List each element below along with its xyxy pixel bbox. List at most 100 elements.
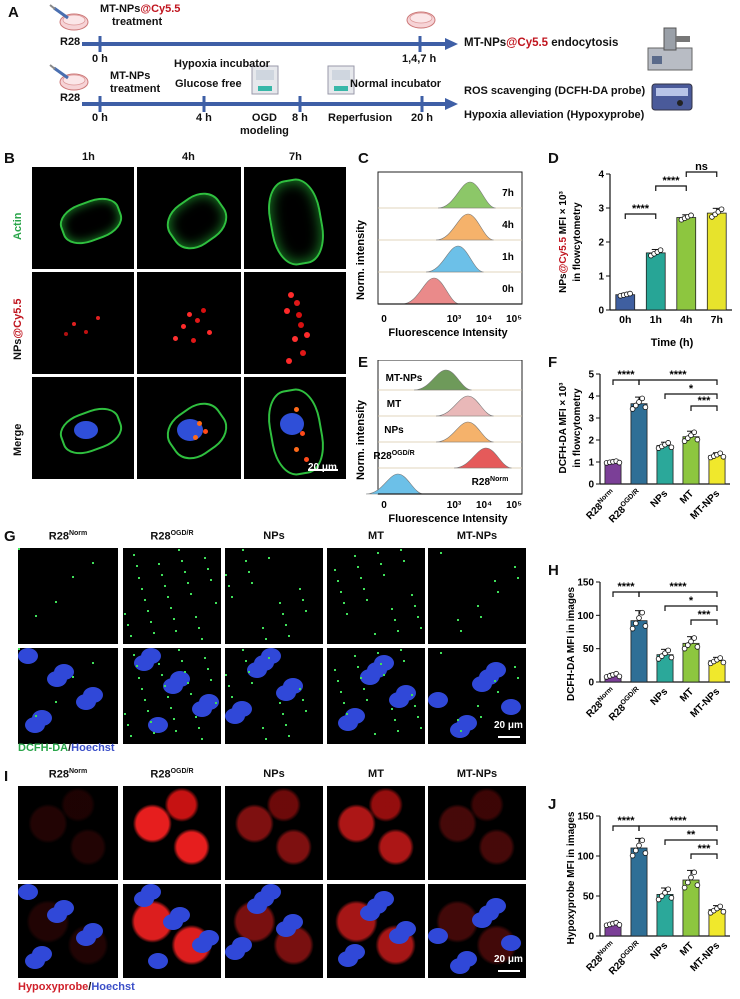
c-tick-1e4: 10⁴ bbox=[476, 314, 492, 325]
data-point bbox=[629, 852, 636, 859]
c-ylabel: Norm. intensity bbox=[355, 219, 367, 300]
f-ylabel2: in flowcytometry bbox=[572, 388, 583, 468]
bar-chart-f: DCFH-DA MFI × 10³ in flowcytometry 0 1 2 3 4… bbox=[558, 369, 730, 525]
dcfh-micrograph bbox=[225, 548, 323, 644]
significance-label: ** bbox=[687, 829, 696, 841]
x-tick-label: 4h bbox=[680, 314, 692, 326]
x-tick-label: NPs bbox=[649, 488, 671, 510]
hypoxy-micrograph bbox=[18, 884, 118, 978]
data-point bbox=[720, 454, 727, 460]
hypoxia-incubator-label: Hypoxia incubator bbox=[174, 58, 270, 70]
data-point bbox=[685, 642, 691, 648]
hypoxia-alleviation-label: Hypoxia alleviation (Hypoxyprobe) bbox=[464, 109, 645, 121]
y-tick-label: 0 bbox=[598, 306, 604, 317]
histogram-peak bbox=[401, 277, 460, 305]
time-147h: 1,4,7 h bbox=[402, 53, 437, 65]
micrograph-merge-1h bbox=[32, 377, 134, 479]
y-tick-label: 100 bbox=[577, 852, 594, 863]
col-label-1h: 1h bbox=[82, 151, 95, 163]
c-tick-1e3: 10³ bbox=[447, 314, 462, 325]
col-label: NPs bbox=[263, 768, 285, 780]
micrograph-nps-1h bbox=[32, 272, 134, 374]
y-tick-label: 150 bbox=[577, 578, 594, 589]
histogram-peak bbox=[437, 181, 496, 209]
micrograph-nps-7h bbox=[244, 272, 346, 374]
c-tick-0: 0 bbox=[381, 314, 387, 325]
bar bbox=[676, 217, 697, 311]
histogram-peak bbox=[425, 245, 484, 273]
col-label: R28Norm bbox=[48, 768, 88, 781]
data-point bbox=[642, 404, 649, 411]
endocytosis-label: MT-NPs@Cy5.5 endocytosis bbox=[464, 37, 619, 49]
significance-label: **** bbox=[662, 175, 680, 187]
col-label: NPs bbox=[263, 530, 285, 542]
histogram-peak bbox=[365, 473, 424, 495]
panel-label-i: I bbox=[4, 768, 9, 785]
micrograph-merge-7h bbox=[244, 377, 346, 479]
dcfh-micrograph bbox=[123, 548, 221, 644]
treatment-label-1: MT-NPs@Cy5.5 treatment bbox=[100, 3, 181, 28]
significance-bracket bbox=[638, 825, 718, 831]
glucose-free-label: Glucose free bbox=[175, 78, 242, 90]
histogram-peak bbox=[435, 213, 494, 241]
hypoxy-micrograph bbox=[18, 786, 118, 880]
histogram-peak bbox=[435, 421, 494, 443]
col-label-4h: 4h bbox=[182, 151, 195, 163]
hypoxy-micrograph bbox=[428, 786, 526, 880]
significance-bracket bbox=[664, 839, 718, 845]
data-point bbox=[688, 638, 694, 645]
panel-label-f: F bbox=[548, 354, 558, 371]
y-tick-label: 3 bbox=[598, 204, 604, 215]
data-point bbox=[655, 896, 662, 903]
bar bbox=[645, 252, 666, 311]
x-tick-label: MT bbox=[678, 686, 696, 704]
y-tick-label: 50 bbox=[583, 644, 595, 655]
significance-label: ns bbox=[695, 162, 708, 173]
hypoxy-micrograph bbox=[123, 884, 221, 978]
micrograph-actin-1h bbox=[32, 167, 134, 269]
y-tick-label: 5 bbox=[588, 370, 594, 381]
col-label: R28OGD/R bbox=[150, 530, 194, 543]
dcfh-micrograph: 20 μm bbox=[428, 648, 526, 744]
treatment-label-2: MT-NPs treatment bbox=[110, 70, 161, 95]
scale-label-b: 20 μm bbox=[308, 462, 337, 473]
x-tick-label: MT-NPs bbox=[688, 488, 722, 522]
panel-label-b: B bbox=[4, 150, 15, 167]
data-point bbox=[633, 620, 639, 627]
data-point bbox=[717, 655, 724, 661]
data-point bbox=[694, 436, 701, 443]
bar bbox=[656, 445, 674, 485]
timeline-diagram bbox=[49, 4, 693, 112]
histogram-e: MT-NPs MT NPs R28OGD/R R28Norm Norm. intensi… bbox=[355, 360, 523, 525]
data-point bbox=[717, 450, 724, 457]
data-point bbox=[657, 247, 664, 253]
dcfh-micrograph bbox=[327, 648, 425, 744]
ros-scavenging-label: ROS scavenging (DCFH-DA probe) bbox=[464, 85, 646, 97]
hist-row-label: 1h bbox=[502, 252, 514, 263]
x-tick-label: MT-NPs bbox=[688, 686, 722, 720]
y-tick-label: 2 bbox=[588, 436, 594, 447]
bar bbox=[706, 212, 727, 311]
histogram-peak bbox=[435, 395, 494, 417]
data-point bbox=[681, 645, 688, 652]
data-point bbox=[642, 850, 649, 856]
time-4h: 4 h bbox=[196, 112, 212, 124]
significance-label: **** bbox=[669, 815, 687, 827]
x-tick-label: 1h bbox=[650, 314, 662, 326]
h-ylabel: DCFH-DA MFI in images bbox=[566, 587, 577, 702]
significance-label: *** bbox=[698, 609, 712, 621]
time-0h-row2: 0 h bbox=[92, 112, 108, 124]
dcfh-micrograph bbox=[18, 648, 118, 744]
time-0h-row1: 0 h bbox=[92, 53, 108, 65]
significance-label: **** bbox=[669, 369, 687, 381]
data-point bbox=[633, 847, 639, 854]
data-point bbox=[616, 673, 623, 680]
data-point bbox=[665, 886, 671, 893]
histogram-c: 7h 4h 1h 0h Norm. intensity Fluorescence In… bbox=[355, 171, 523, 339]
bar-chart-d: NPs@Cy5.5 MFI × 10³ in flowcytometry Tim… bbox=[558, 162, 732, 349]
flow-cytometer-icon bbox=[651, 83, 693, 111]
y-tick-label: 50 bbox=[583, 892, 595, 903]
significance-label: **** bbox=[617, 581, 635, 593]
histogram-peak bbox=[413, 369, 472, 391]
